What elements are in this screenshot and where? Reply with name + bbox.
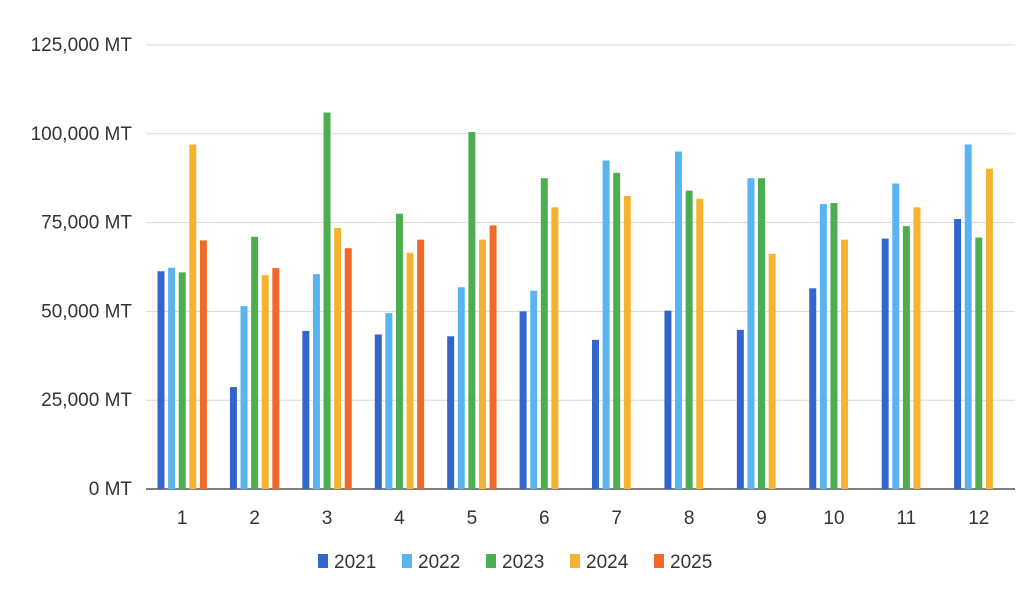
bar-2023-1 (178, 272, 186, 489)
x-tick-label: 8 (684, 508, 695, 529)
x-tick-label: 7 (611, 508, 622, 529)
legend-label: 2023 (502, 552, 544, 573)
bar-2021-3 (302, 330, 310, 489)
bar-2023-10 (830, 203, 838, 489)
bar-2022-7 (602, 160, 610, 489)
legend-swatch (486, 554, 496, 568)
bar-2023-12 (975, 237, 983, 489)
bar-2024-5 (478, 239, 486, 489)
legend-item-2025: 2025 (654, 552, 712, 573)
bar-2021-12 (954, 219, 962, 489)
legend-item-2024: 2024 (570, 552, 629, 573)
bar-2025-4 (417, 239, 425, 489)
bar-2023-3 (323, 112, 331, 489)
bar-2022-2 (240, 306, 248, 489)
bar-2021-9 (736, 329, 744, 489)
x-tick-label: 10 (823, 508, 844, 529)
legend-item-2022: 2022 (402, 552, 460, 573)
bar-2024-10 (841, 239, 849, 489)
x-tick-label: 12 (968, 508, 989, 529)
bar-2022-6 (530, 290, 538, 489)
bar-2024-7 (623, 195, 631, 489)
legend-item-2021: 2021 (318, 552, 376, 573)
bar-2023-8 (685, 190, 693, 489)
bar-2023-5 (468, 132, 476, 490)
legend-item-2023: 2023 (486, 552, 544, 573)
bar-2023-7 (613, 172, 621, 489)
bar-2024-2 (261, 275, 269, 489)
legend-label: 2025 (670, 552, 712, 573)
y-tick-label: 75,000 MT (41, 213, 132, 234)
bar-2024-6 (551, 207, 559, 489)
x-tick-label: 3 (322, 508, 333, 529)
bar-2022-1 (168, 267, 176, 489)
bar-2024-3 (334, 227, 342, 490)
bar-2025-5 (489, 225, 497, 490)
legend: 2021 2022 2023 2024 2025 (318, 552, 712, 573)
grid-lines (146, 44, 1015, 490)
y-tick-label: 50,000 MT (41, 301, 132, 322)
legend-swatch (318, 554, 328, 568)
x-tick-label: 6 (539, 508, 550, 529)
bar-2023-4 (395, 213, 403, 489)
bar-2022-12 (964, 144, 972, 489)
legend-swatch (402, 554, 412, 568)
x-tick-label: 5 (467, 508, 478, 529)
bars (157, 112, 993, 490)
bar-2022-10 (819, 204, 827, 490)
bar-2022-4 (385, 313, 393, 489)
legend-label: 2021 (334, 552, 376, 573)
legend-swatch (654, 554, 664, 568)
bar-2021-5 (447, 336, 455, 489)
bar-2021-6 (519, 311, 527, 489)
x-tick-label: 1 (177, 508, 188, 529)
bar-2023-2 (251, 236, 259, 489)
bar-2021-8 (664, 310, 672, 489)
bar-2025-1 (199, 240, 207, 489)
y-tick-label: 125,000 MT (31, 35, 133, 56)
bar-2024-1 (189, 144, 197, 489)
bar-2025-2 (272, 268, 280, 489)
bar-2022-9 (747, 178, 755, 489)
bar-2024-12 (985, 168, 993, 489)
y-tick-label: 0 MT (89, 479, 133, 500)
bar-2024-8 (696, 198, 704, 489)
x-tick-label: 9 (756, 508, 767, 529)
bar-2024-11 (913, 207, 921, 489)
y-tick-label: 25,000 MT (41, 390, 132, 411)
bar-2021-4 (374, 334, 382, 489)
axes: 0 MT 25,000 MT 50,000 MT 75,000 MT 100,000 M… (31, 35, 990, 529)
bar-2024-4 (406, 252, 414, 489)
bar-2021-2 (229, 387, 237, 489)
bar-2024-9 (768, 253, 776, 489)
bar-2021-7 (592, 339, 600, 489)
bar-2022-3 (312, 274, 320, 489)
bar-2021-1 (157, 271, 165, 489)
bar-2022-8 (675, 151, 683, 489)
bar-2023-9 (758, 178, 766, 489)
legend-label: 2022 (418, 552, 460, 573)
bar-2022-5 (457, 287, 465, 489)
y-tick-label: 100,000 MT (31, 124, 133, 145)
bar-2022-11 (892, 183, 900, 489)
bar-2023-6 (540, 178, 548, 489)
bar-2021-11 (881, 238, 889, 489)
x-tick-label: 2 (249, 508, 260, 529)
legend-label: 2024 (586, 552, 629, 573)
x-tick-label: 11 (897, 508, 917, 529)
bar-2021-10 (809, 288, 817, 489)
legend-swatch (570, 554, 580, 568)
x-tick-label: 4 (394, 508, 405, 529)
bar-2025-3 (344, 248, 352, 489)
bar-2023-11 (902, 226, 910, 490)
